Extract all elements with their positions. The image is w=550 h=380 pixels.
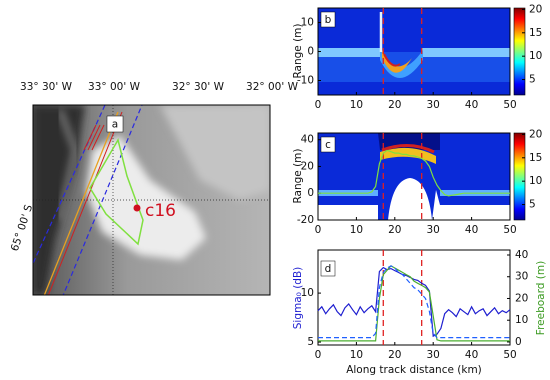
colorbar-tick-label: 5 <box>529 74 536 86</box>
y2-axis-label: Freeboard (m) <box>535 261 547 335</box>
axes-frame <box>317 132 511 221</box>
radargram <box>318 8 510 95</box>
x-tick-label: 20 <box>388 99 401 111</box>
colorbar <box>513 132 526 221</box>
panel-label-box <box>320 11 336 28</box>
y2-tick-label: 30 <box>515 271 528 283</box>
lat-label: 65° 00' S <box>9 203 35 253</box>
axes-frame <box>317 249 511 346</box>
y-tick-label: 40 <box>301 134 314 146</box>
panel-label: a <box>112 119 118 131</box>
y2-tick-label: 0 <box>515 336 522 348</box>
x-tick-label: 40 <box>465 99 478 111</box>
x-tick-label: 30 <box>427 349 440 361</box>
map-frame <box>32 104 271 296</box>
y-tick-label: 10 <box>301 287 314 299</box>
lon-label: 32° 30' W <box>172 81 225 93</box>
colorbar-tick-label: 10 <box>529 175 542 187</box>
x-tick-label: 50 <box>503 99 516 111</box>
x-tick-label: 20 <box>388 224 401 236</box>
x-tick-label: 10 <box>350 224 363 236</box>
x-tick-label: 10 <box>350 99 363 111</box>
y-tick-label: -20 <box>297 214 314 226</box>
y2-tick-label: 40 <box>515 249 528 261</box>
lon-label: 33° 30' W <box>20 81 73 93</box>
colorbar-tick-label: 15 <box>529 152 542 164</box>
x-tick-label: 0 <box>315 224 322 236</box>
colorbar-tick-label: 20 <box>529 3 542 15</box>
x-tick-label: 0 <box>315 349 322 361</box>
radargram <box>318 133 510 220</box>
colorbar <box>513 7 526 96</box>
lon-label: 33° 00' W <box>88 81 141 93</box>
panel-label: c <box>325 139 331 151</box>
y-axis-label: Range (m) <box>292 148 304 203</box>
y-tick-label: 5 <box>307 336 314 348</box>
y-axis-label: Sigma₀ (dB) <box>292 267 304 330</box>
colorbar-tick-label: 20 <box>529 128 542 140</box>
panel-label: b <box>325 14 332 26</box>
x-axis-label: Along track distance (km) <box>346 364 482 376</box>
data-line <box>318 149 510 197</box>
annotation: c16 <box>145 201 176 221</box>
x-tick-label: 50 <box>503 224 516 236</box>
y2-tick-label: 10 <box>515 314 528 326</box>
data-line <box>318 265 510 342</box>
colorbar-tick-label: 15 <box>529 27 542 39</box>
x-tick-label: 20 <box>388 349 401 361</box>
colorbar-tick-label: 10 <box>529 50 542 62</box>
panel-label: d <box>325 263 332 275</box>
data-line <box>317 266 511 338</box>
panel-label-box <box>106 115 124 133</box>
y-tick-label: -10 <box>297 75 314 87</box>
satellite-image <box>33 105 270 295</box>
lon-label: 32° 00' W <box>246 81 299 93</box>
x-tick-label: 30 <box>427 99 440 111</box>
panel-label-box <box>320 136 336 153</box>
y-tick-label: 20 <box>301 160 314 172</box>
colorbar-tick-label: 5 <box>529 199 536 211</box>
panel-label-box <box>320 260 336 277</box>
y-tick-label: 10 <box>301 17 314 29</box>
x-tick-label: 30 <box>427 224 440 236</box>
y-tick-label: 0 <box>307 46 314 58</box>
x-tick-label: 0 <box>315 99 322 111</box>
y-axis-label: Range (m) <box>292 23 304 78</box>
data-line <box>318 265 510 339</box>
y2-tick-label: 20 <box>515 292 528 304</box>
x-tick-label: 10 <box>350 349 363 361</box>
y-tick-label: 0 <box>307 187 314 199</box>
x-tick-label: 40 <box>465 349 478 361</box>
x-tick-label: 40 <box>465 224 478 236</box>
x-tick-label: 50 <box>503 349 516 361</box>
